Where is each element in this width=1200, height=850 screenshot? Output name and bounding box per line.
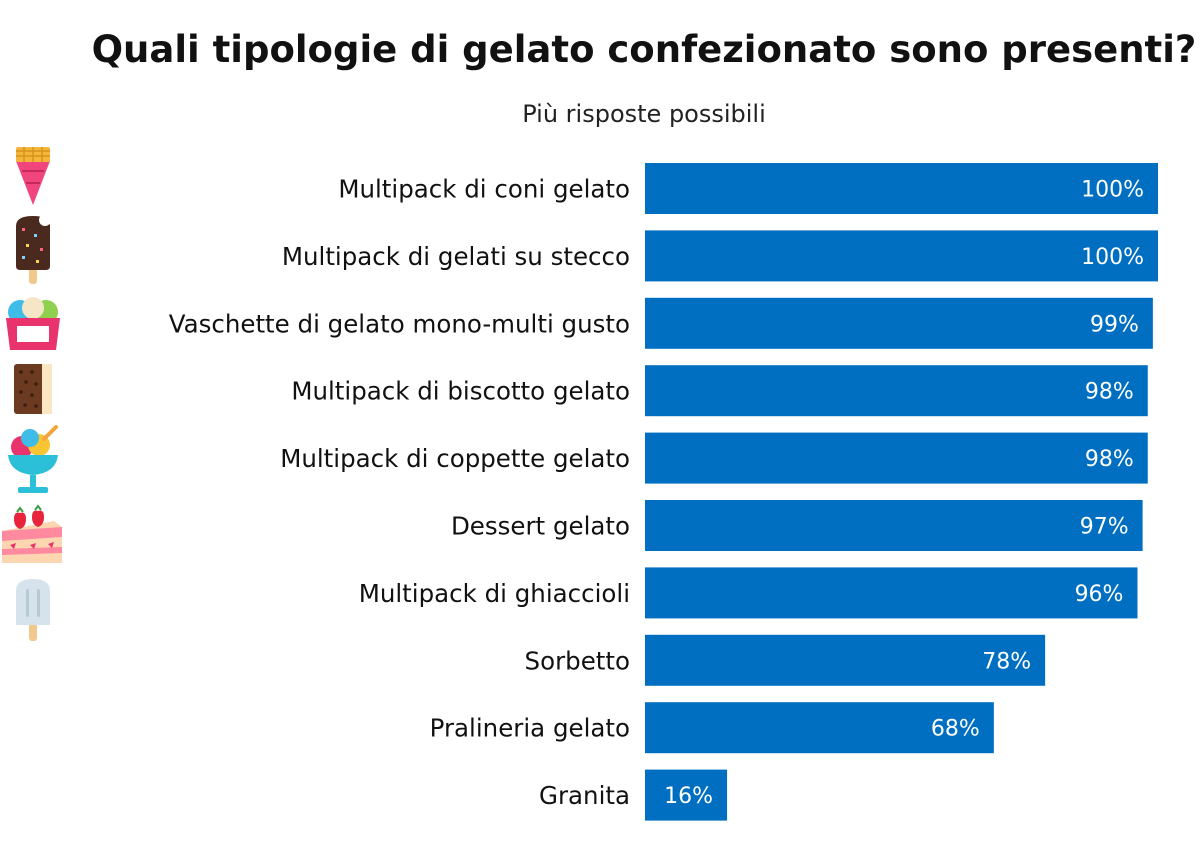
value-label-2: 100% [1081,245,1144,270]
chart-subtitle: Più risposte possibili [522,100,766,128]
bar-4 [645,365,1148,417]
category-label-6: Dessert gelato [451,512,630,541]
value-label-4: 98% [1085,380,1134,405]
value-label-1: 100% [1081,178,1144,203]
category-label-2: Multipack di gelati su stecco [282,242,630,271]
category-label-5: Multipack di coppette gelato [280,444,630,473]
value-label-9: 68% [931,717,980,742]
bar-7 [645,567,1138,619]
category-label-7: Multipack di ghiaccioli [359,579,630,608]
bar-3 [645,297,1153,349]
bar-8 [645,634,1046,686]
category-label-10: Granita [539,781,630,810]
category-label-8: Sorbetto [525,646,630,675]
sundae-cup-icon [8,425,58,493]
value-label-7: 96% [1075,582,1124,607]
category-label-4: Multipack di biscotto gelato [291,377,630,406]
value-label-6: 97% [1080,515,1129,540]
bar-9 [645,702,994,754]
ice-pop-icon [16,579,50,641]
value-label-5: 98% [1085,447,1134,472]
chart-title: Quali tipologie di gelato confezionato s… [91,28,1197,71]
category-label-9: Pralineria gelato [430,714,630,743]
value-label-10: 16% [664,784,713,809]
value-label-3: 99% [1090,312,1139,337]
category-label-1: Multipack di coni gelato [338,175,630,204]
strawberry-cake-icon [2,504,62,563]
ice-cream-sandwich-icon [14,364,52,414]
ice-cream-cone-icon [16,147,50,205]
ice-cream-tub-icon [6,297,60,350]
value-label-8: 78% [982,649,1031,674]
bar-5 [645,432,1148,484]
category-label-3: Vaschette di gelato mono-multi gusto [169,309,630,338]
chocolate-popsicle-icon [16,214,51,284]
bar-6 [645,500,1143,551]
bar-2 [645,230,1158,282]
bar-1 [645,163,1158,214]
bar-10 [645,769,728,821]
